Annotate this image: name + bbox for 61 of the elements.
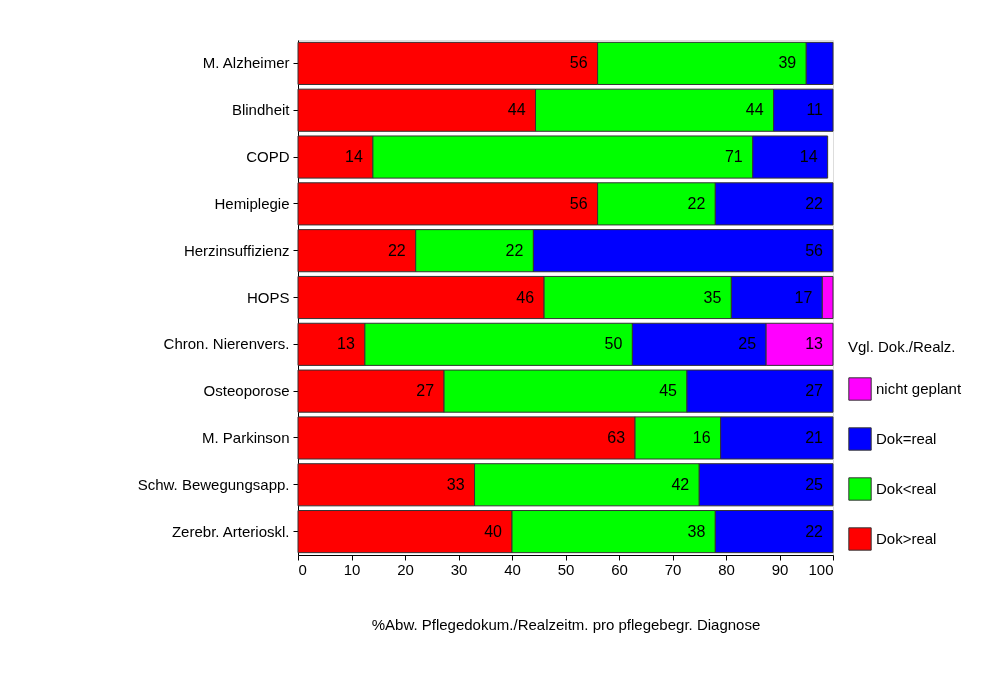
data-label: 11 xyxy=(806,101,824,119)
y-tick-label: Hemiplegie xyxy=(214,194,290,212)
data-label: 16 xyxy=(692,428,711,446)
data-label: 35 xyxy=(703,288,722,306)
data-label: 63 xyxy=(607,428,626,446)
data-label: 56 xyxy=(569,194,588,212)
data-label: 22 xyxy=(387,241,406,259)
legend-title: Vgl. Dok./Realz. xyxy=(848,338,956,355)
data-label: 13 xyxy=(337,335,355,353)
x-tick-label: 80 xyxy=(718,560,735,578)
data-label: 50 xyxy=(604,335,623,353)
data-label: 44 xyxy=(745,101,764,119)
data-label: 25 xyxy=(805,475,824,493)
x-tick-label: 40 xyxy=(504,560,521,578)
y-tick-label: M. Parkinson xyxy=(201,428,290,446)
data-label: 38 xyxy=(687,522,706,540)
y-tick-label: Herzinsuffizienz xyxy=(183,241,290,259)
data-label: 21 xyxy=(805,428,824,446)
data-label: 14 xyxy=(345,148,363,166)
data-label: 13 xyxy=(805,335,824,353)
y-tick-label: M. Alzheimer xyxy=(202,54,290,72)
x-tick-label: 100 xyxy=(808,560,834,578)
legend-label: Dok<real xyxy=(876,480,937,497)
y-tick-label: HOPS xyxy=(246,288,290,306)
legend-label: Dok=real xyxy=(876,430,937,447)
x-axis-title: %Abw. Pflegedokum./Realzeitm. pro pflegebegr. Diagnose xyxy=(371,615,761,633)
data-label: 22 xyxy=(805,522,824,540)
data-label: 42 xyxy=(671,475,690,493)
x-tick-label: 90 xyxy=(771,560,789,578)
data-label: 71 xyxy=(724,148,743,166)
data-label: 22 xyxy=(687,194,706,212)
x-tick-label: 60 xyxy=(611,560,628,578)
x-tick-label: 0 xyxy=(298,560,307,578)
data-label: 25 xyxy=(738,335,757,353)
data-label: 14 xyxy=(799,148,818,166)
legend-label: Dok>real xyxy=(876,530,937,547)
x-tick-label: 20 xyxy=(397,560,414,578)
data-label: 17 xyxy=(794,288,813,306)
data-label: 27 xyxy=(805,382,824,400)
x-tick-label: 30 xyxy=(450,560,468,578)
y-tick-label: Chron. Nierenvers. xyxy=(163,335,290,353)
data-label: 45 xyxy=(659,382,678,400)
y-tick-label: COPD xyxy=(246,148,290,166)
x-tick-label: 10 xyxy=(343,560,361,578)
y-tick-label: Osteoporose xyxy=(203,382,290,400)
data-label: 33 xyxy=(446,475,465,493)
data-label: 56 xyxy=(805,241,824,259)
data-label: 27 xyxy=(416,382,435,400)
data-label: 22 xyxy=(505,241,524,259)
y-tick-label: Zerebr. Arterioskl. xyxy=(171,522,290,540)
x-tick-label: 50 xyxy=(557,560,575,578)
data-label: 22 xyxy=(805,194,824,212)
data-label: 46 xyxy=(516,288,535,306)
legend-label: nicht geplant xyxy=(876,380,962,397)
data-label: 44 xyxy=(507,101,526,119)
data-label: 39 xyxy=(778,54,797,72)
x-tick-label: 70 xyxy=(664,560,682,578)
data-label: 56 xyxy=(569,54,588,72)
data-label: 40 xyxy=(484,522,503,540)
y-tick-label: Schw. Bewegungsapp. xyxy=(137,475,290,493)
y-tick-label: Blindheit xyxy=(231,101,291,119)
